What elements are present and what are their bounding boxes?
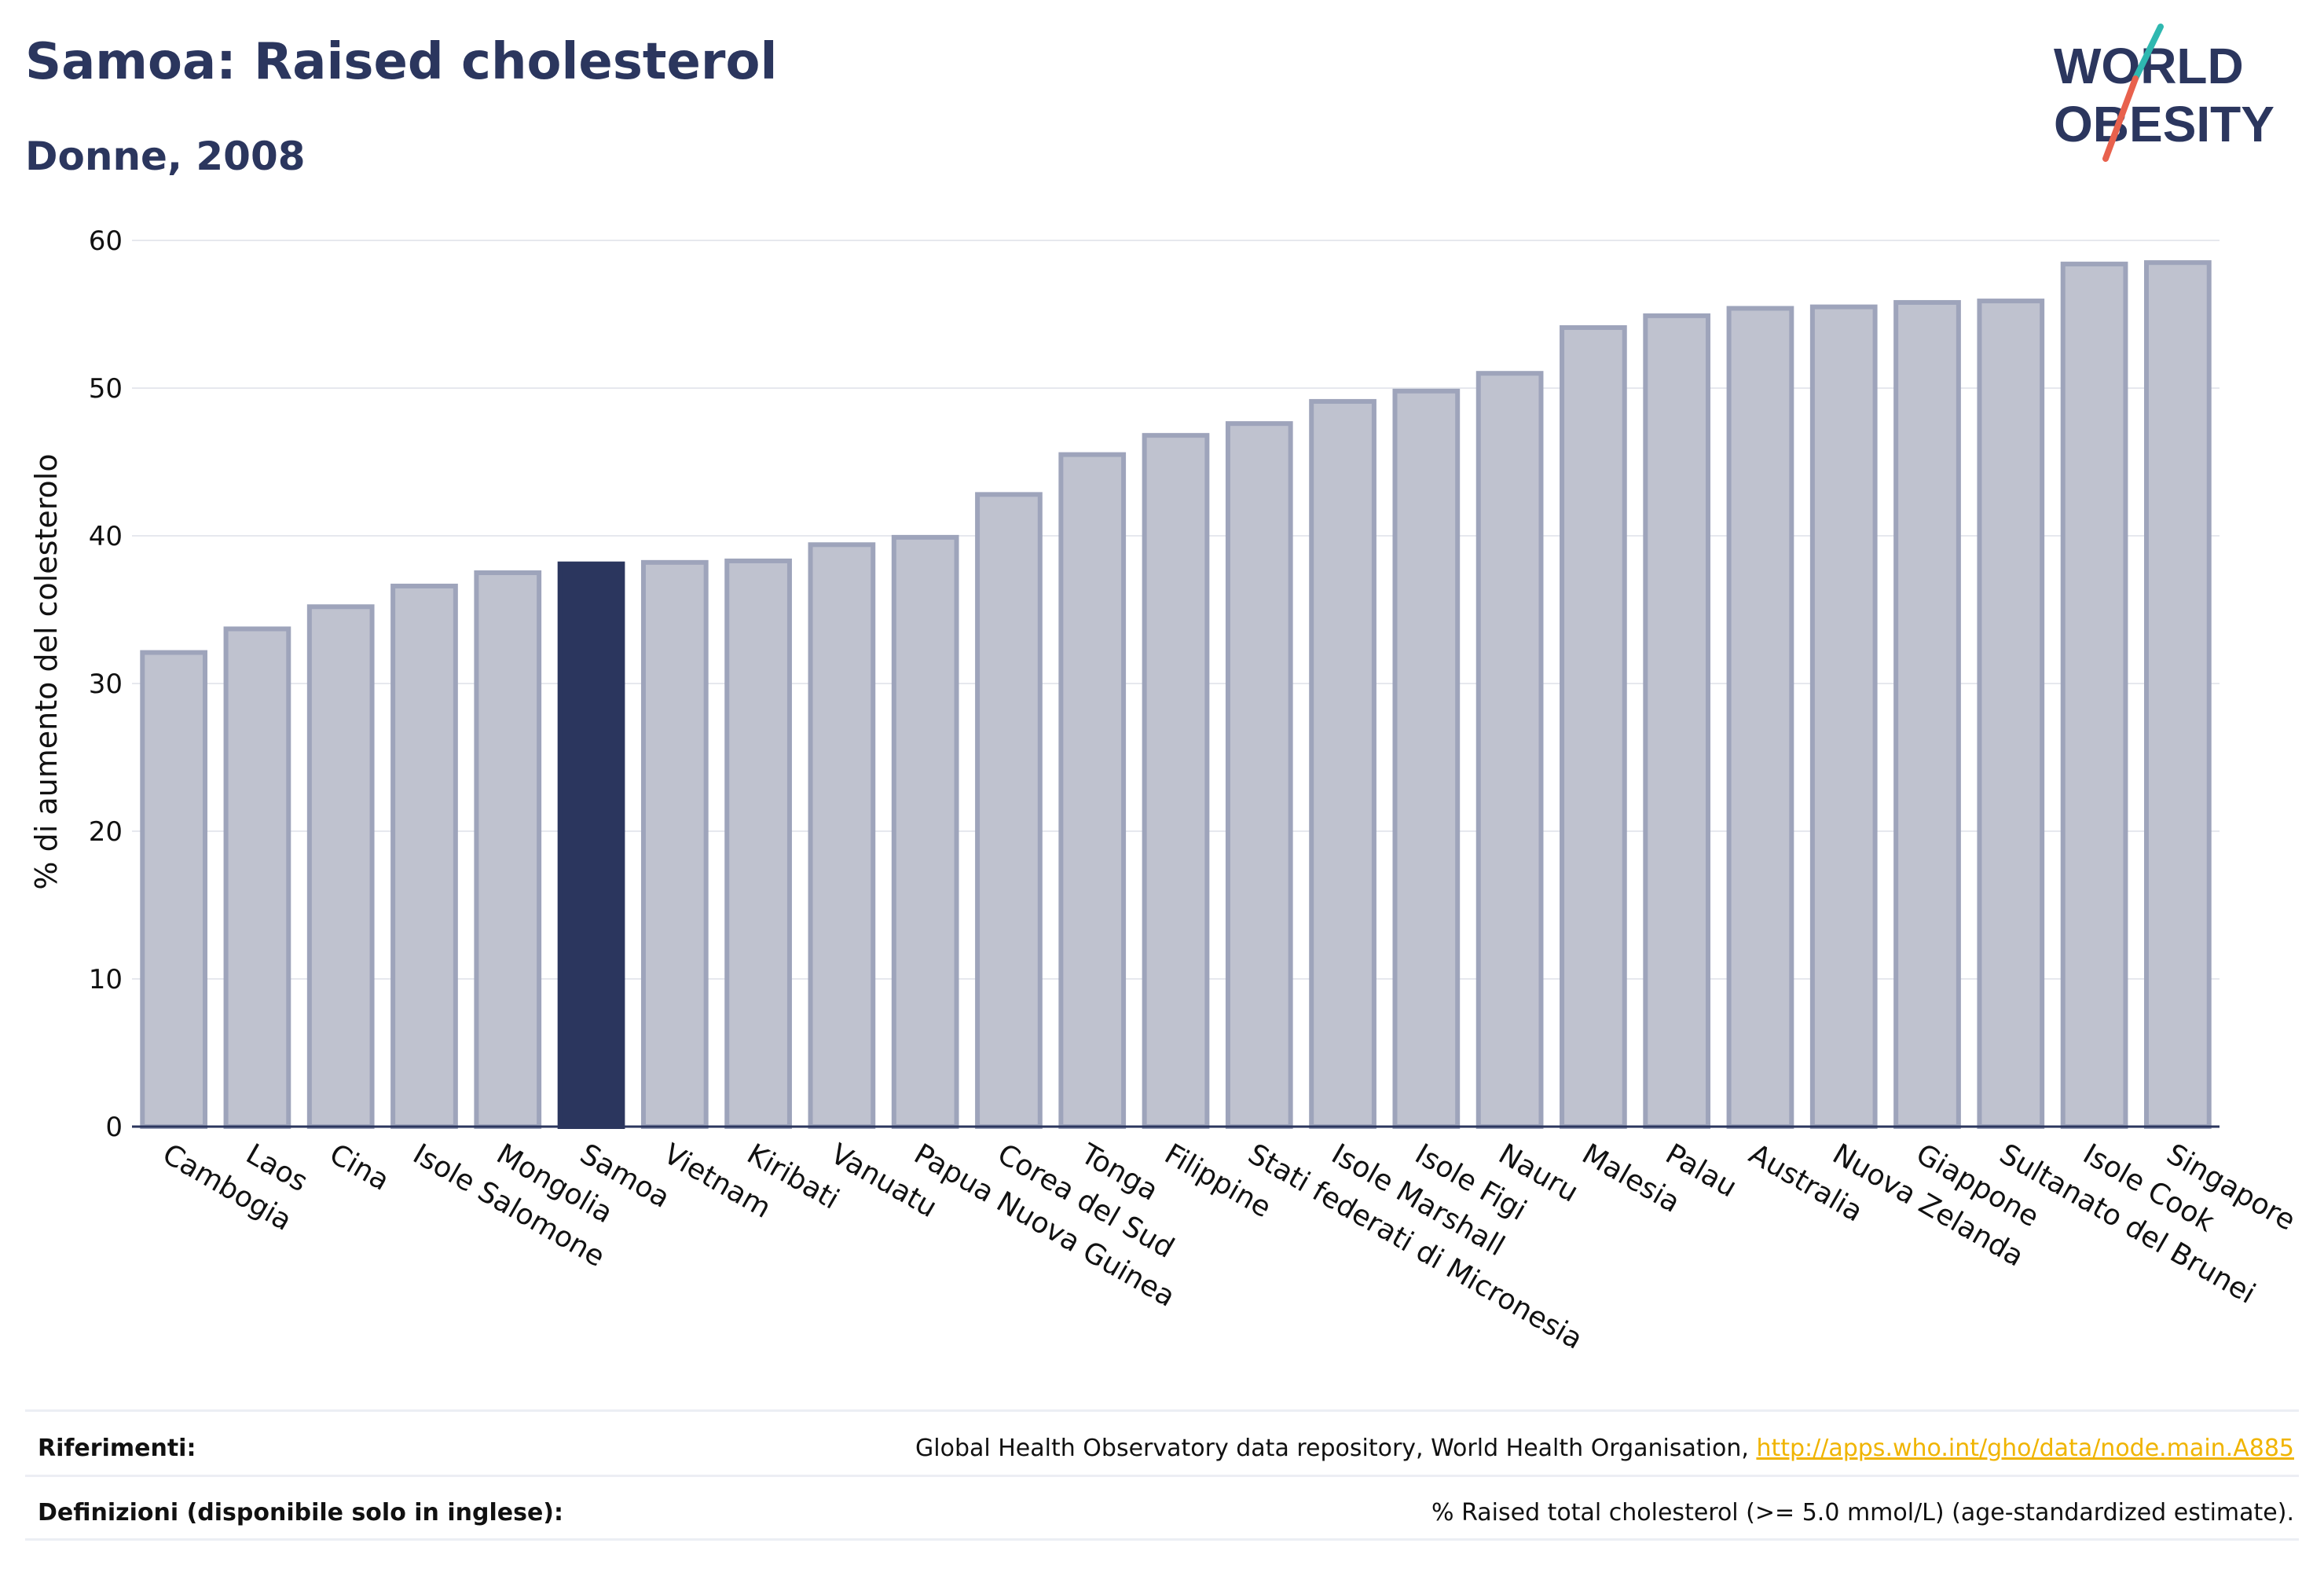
- bar-sultanato-del-brunei: [1977, 299, 2045, 1130]
- bar-laos: [223, 626, 291, 1129]
- definitions-label: Definizioni (disponibile solo in inglese…: [38, 1499, 563, 1527]
- y-axis-label: % di aumento del colesterolo: [29, 453, 64, 889]
- bar-isole-figi: [1392, 388, 1461, 1129]
- footer-divider-bottom: [25, 1538, 2299, 1541]
- bar-stati-federati-di-micronesia: [1225, 421, 1293, 1129]
- definitions-text: % Raised total cholesterol (>= 5.0 mmol/…: [1431, 1499, 2294, 1527]
- y-tick-label: 30: [89, 669, 123, 700]
- logo-line2: OBESITY: [2054, 96, 2275, 152]
- page-title: Samoa: Raised cholesterol: [25, 33, 778, 91]
- bar-vanuatu: [808, 542, 876, 1129]
- footer-divider-middle: [25, 1475, 2299, 1477]
- bar-malesia: [1560, 324, 1627, 1130]
- bars: [140, 260, 2212, 1130]
- bar-cambogia: [140, 650, 207, 1129]
- bar-samoa: [557, 561, 625, 1129]
- y-tick-labels: 0 10 20 30 40 50 60: [89, 225, 123, 1143]
- bar-corea-del-sud: [975, 492, 1043, 1129]
- bar-vietnam: [640, 559, 709, 1129]
- y-tick-label: 60: [89, 225, 123, 257]
- bar-mongolia: [474, 570, 542, 1129]
- references-label: Riferimenti:: [38, 1435, 196, 1462]
- y-tick-label: 20: [89, 816, 123, 848]
- x-tick-label: Cina: [324, 1138, 394, 1197]
- world-obesity-logo: WORLD OBESITY: [2054, 24, 2275, 162]
- y-tick-label: 40: [89, 521, 123, 552]
- bar-nuova-zelanda: [1809, 304, 1878, 1130]
- bar-singapore: [2144, 260, 2212, 1130]
- y-tick-label: 0: [105, 1112, 123, 1143]
- y-tick-label: 10: [89, 964, 123, 995]
- references-source: Global Health Observatory data repositor…: [915, 1435, 1757, 1462]
- page-subtitle: Donne, 2008: [25, 134, 306, 179]
- bar-nauru: [1475, 371, 1544, 1129]
- bar-cina: [306, 604, 375, 1129]
- bar-kiribati: [724, 558, 792, 1129]
- bar-isole-marshall: [1309, 398, 1376, 1130]
- bar-filippine: [1142, 433, 1210, 1129]
- y-tick-label: 50: [89, 373, 123, 405]
- bar-palau: [1643, 313, 1711, 1129]
- bar-australia: [1726, 306, 1794, 1130]
- bar-giappone: [1893, 299, 1961, 1130]
- bar-papua-nuova-guinea: [891, 534, 959, 1129]
- bar-tonga: [1058, 452, 1127, 1129]
- references-link[interactable]: http://apps.who.int/gho/data/node.main.A…: [1756, 1435, 2294, 1462]
- references-text: Global Health Observatory data repositor…: [915, 1435, 2294, 1462]
- bar-isole-salomone: [390, 583, 458, 1129]
- footer-divider-top: [25, 1409, 2299, 1412]
- bar-isole-cook: [2060, 262, 2128, 1130]
